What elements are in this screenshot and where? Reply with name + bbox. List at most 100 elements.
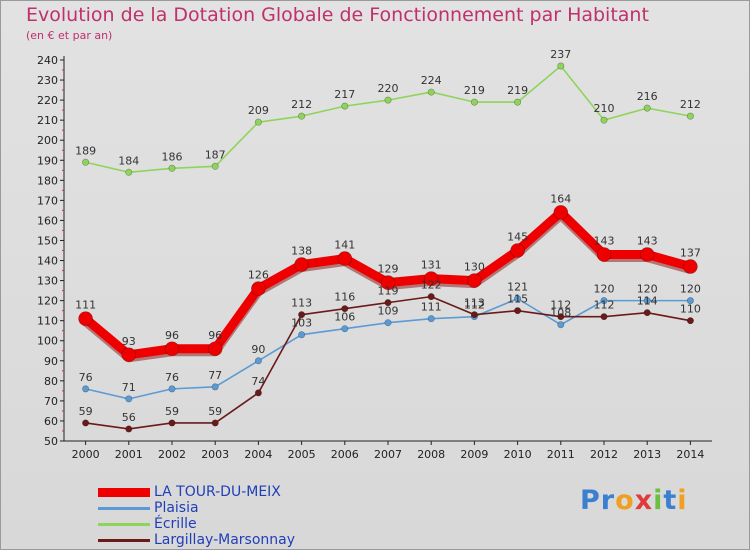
data-label: 114 (637, 295, 658, 308)
y-tick-label: 90 (44, 355, 58, 368)
y-tick-label: 100 (37, 335, 58, 348)
y-tick-label: 180 (37, 174, 58, 187)
legend-label: LA TOUR-DU-MEIX (154, 484, 281, 500)
proxiti-logo: Proxiti (580, 485, 688, 516)
data-point (380, 275, 396, 290)
data-point (82, 419, 90, 427)
data-label: 186 (162, 150, 183, 163)
data-label: 76 (79, 371, 93, 384)
data-point (639, 247, 655, 262)
y-tick-label: 70 (44, 395, 58, 408)
data-label: 143 (637, 235, 658, 248)
data-label: 59 (79, 405, 93, 418)
data-point (384, 299, 392, 307)
data-point (384, 319, 392, 327)
data-label: 220 (378, 82, 399, 95)
data-label: 216 (637, 90, 658, 103)
y-tick-label: 150 (37, 234, 58, 247)
y-tick-label: 80 (44, 375, 58, 388)
data-point (470, 98, 478, 106)
data-label: 108 (550, 307, 571, 320)
legend-swatch (98, 488, 150, 497)
data-label: 137 (680, 247, 701, 260)
data-label: 90 (251, 343, 265, 356)
data-point (557, 62, 565, 70)
data-point (341, 305, 349, 313)
data-label: 130 (464, 261, 485, 274)
data-point (207, 341, 223, 357)
data-point (337, 251, 353, 266)
data-point (294, 257, 309, 272)
legend-swatch (98, 539, 150, 542)
x-tick-label: 2005 (288, 448, 316, 461)
data-label: 217 (334, 88, 355, 101)
data-label: 116 (334, 291, 355, 304)
x-tick-label: 2008 (417, 448, 445, 461)
data-point (643, 309, 651, 317)
data-point (600, 313, 608, 321)
data-label: 96 (208, 329, 222, 342)
y-tick-label: 110 (37, 315, 58, 328)
data-label: 111 (75, 299, 96, 312)
data-label: 93 (122, 335, 136, 348)
data-label: 219 (507, 84, 528, 97)
logo-letter: o (615, 485, 635, 516)
data-label: 115 (507, 293, 528, 306)
x-tick-label: 2011 (547, 448, 575, 461)
data-point (254, 389, 262, 397)
data-point (683, 259, 698, 274)
data-label: 109 (378, 305, 399, 318)
data-point (643, 297, 651, 305)
data-label: 76 (165, 371, 179, 384)
data-point (251, 281, 266, 296)
x-tick-label: 2010 (504, 448, 532, 461)
legend-label: Largillay-Marsonnay (154, 532, 295, 548)
y-tick-label: 220 (37, 94, 58, 107)
data-point (514, 295, 522, 303)
data-label: 120 (594, 283, 615, 296)
data-label: 56 (122, 411, 136, 424)
data-point (600, 116, 608, 124)
y-tick-label: 120 (37, 295, 58, 308)
x-tick-label: 2013 (633, 448, 661, 461)
data-point (125, 168, 133, 176)
chart-title: Evolution de la Dotation Globale de Fonc… (26, 4, 649, 26)
data-label: 143 (594, 235, 615, 248)
data-label: 112 (464, 299, 485, 312)
x-tick-label: 2001 (115, 448, 143, 461)
data-point (384, 96, 392, 104)
data-label: 237 (550, 48, 571, 61)
data-label: 71 (122, 381, 136, 394)
data-point (254, 357, 262, 365)
x-tick-label: 2000 (72, 448, 100, 461)
data-label: 112 (550, 299, 571, 312)
data-label: 110 (680, 303, 701, 316)
data-label: 119 (378, 285, 399, 298)
data-label: 111 (421, 301, 442, 314)
y-tick-label: 210 (37, 114, 58, 127)
data-label: 138 (291, 245, 312, 258)
data-label: 103 (291, 317, 312, 330)
y-tick-label: 190 (37, 154, 58, 167)
data-point (298, 311, 306, 319)
data-point (82, 385, 90, 393)
x-tick-label: 2004 (244, 448, 272, 461)
data-label: 77 (208, 369, 222, 382)
data-point (168, 164, 176, 172)
data-point (82, 158, 90, 166)
logo-letter: r (600, 485, 616, 516)
y-tick-label: 50 (44, 435, 58, 448)
data-label: 74 (251, 375, 265, 388)
data-label: 219 (464, 84, 485, 97)
x-tick-label: 2006 (331, 448, 359, 461)
legend-label: Plaisia (154, 500, 199, 516)
x-tick-label: 2007 (374, 448, 402, 461)
legend-label: Écrille (154, 516, 197, 532)
data-point (557, 313, 565, 321)
data-point (686, 297, 694, 305)
logo-letter: i (677, 485, 688, 516)
data-point (168, 385, 176, 393)
y-tick-label: 130 (37, 275, 58, 288)
data-point (427, 293, 435, 301)
